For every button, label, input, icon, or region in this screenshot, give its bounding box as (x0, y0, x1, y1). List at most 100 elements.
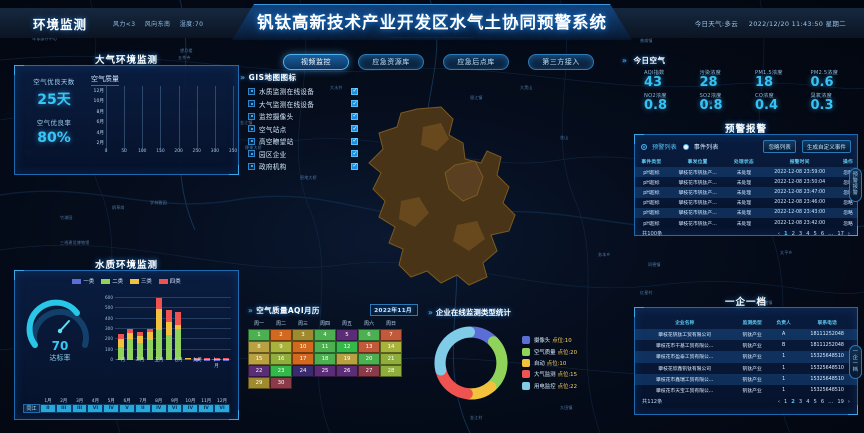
calendar-day-cell[interactable]: 8 (248, 341, 270, 353)
page-number[interactable]: 6 (820, 230, 825, 237)
next-page-button[interactable]: › (847, 230, 850, 237)
calendar-day-cell[interactable]: 14 (380, 341, 402, 353)
month-selector[interactable]: 2022年11月 (370, 304, 418, 316)
gis-layer-item-4[interactable]: 高空瞭望站 (248, 136, 358, 146)
layer-checkbox[interactable] (351, 112, 358, 120)
calendar-day-cell[interactable]: 26 (336, 365, 358, 377)
side-tab-1[interactable]: 一企一档 (849, 345, 862, 379)
calendar-day-cell[interactable]: 9 (270, 341, 292, 353)
alert-ignore-action[interactable]: 忽略 (843, 201, 853, 207)
alert-table-row[interactable]: pH超标 攀枝花市钒钛产... 未处理 2022-12-08 23:50:04 忽略 (635, 177, 857, 187)
gis-layer-item-1[interactable]: 大气监测在线设备 (248, 99, 358, 109)
grade-cell[interactable]: V (119, 404, 135, 413)
page-number[interactable]: … (828, 230, 834, 237)
page-number[interactable]: 4 (806, 230, 810, 237)
page-number[interactable]: 6 (820, 398, 825, 405)
company-table-row[interactable]: 攀枝花市盈泰工贸有限公... 钒钛产业 1 15325648510 (635, 351, 857, 363)
nav-button-0[interactable]: 视频监控 (283, 54, 349, 70)
page-number[interactable]: 5 (813, 398, 817, 405)
next-page-button[interactable]: › (847, 398, 850, 405)
grade-cell[interactable]: IV (150, 404, 167, 413)
calendar-day-cell[interactable]: 21 (380, 353, 402, 365)
donut-legend-item-2[interactable]: 自动 点位:10 (522, 359, 577, 367)
donut-legend-item-1[interactable]: 空气质量 点位:20 (522, 347, 577, 356)
alert-ignore-action[interactable]: 忽略 (839, 177, 857, 187)
gis-layer-item-5[interactable]: 园区企业 (248, 149, 358, 159)
water-legend-item-1[interactable]: 二类 (101, 277, 123, 285)
water-legend-item-3[interactable]: 四类 (158, 277, 181, 285)
calendar-day-cell[interactable]: 30 (270, 377, 292, 389)
donut-segment-3[interactable] (435, 365, 473, 400)
company-table-row[interactable]: 攀枝花钒钛工贸有限公司 钒钛产业 A 18111252048 (635, 329, 857, 341)
page-number[interactable]: 19 (837, 398, 844, 405)
calendar-day-cell[interactable]: 18 (314, 353, 336, 365)
ignore-list-button[interactable]: 忽略列表 (763, 140, 796, 153)
water-legend-item-2[interactable]: 三类 (130, 277, 152, 285)
calendar-day-cell[interactable]: 4 (314, 329, 336, 341)
calendar-day-cell[interactable]: 1 (248, 329, 270, 341)
donut-legend-item-3[interactable]: 大气监测 点位:15 (522, 370, 577, 379)
calendar-day-cell[interactable]: 25 (314, 365, 336, 377)
layer-checkbox[interactable] (351, 87, 358, 95)
page-number[interactable]: 2 (791, 398, 795, 405)
page-number[interactable]: 17 (837, 230, 844, 237)
company-table-row[interactable]: 攀枝花欣鑫钒钛有限公司 钒钛产业 1 15325648510 (635, 363, 857, 374)
grade-cell[interactable]: IV (103, 404, 120, 413)
radio-warning-list[interactable]: 预警列表 (641, 142, 677, 151)
page-number[interactable]: 1 (783, 230, 788, 237)
donut-segment-4[interactable] (434, 326, 475, 376)
company-table-row[interactable]: 攀枝花市鑫瑞工贸有限公... 钒钛产业 1 15325648510 (635, 373, 857, 385)
layer-checkbox[interactable] (351, 125, 358, 132)
layer-checkbox[interactable] (351, 150, 358, 157)
grade-cell[interactable]: VI (166, 404, 183, 413)
calendar-day-cell[interactable]: 19 (336, 353, 358, 365)
company-table-row[interactable]: 攀枝花市天宝工贸有限公... 钒钛产业 1 15325648510 (635, 385, 857, 396)
calendar-day-cell[interactable]: 23 (270, 365, 292, 377)
calendar-day-cell[interactable]: 16 (270, 353, 292, 365)
page-number[interactable]: 1 (783, 398, 788, 405)
grade-cell[interactable]: II (134, 404, 151, 413)
calendar-day-cell[interactable]: 6 (358, 329, 380, 341)
page-number[interactable]: 5 (813, 230, 817, 237)
radio-event-list[interactable]: 事件列表 (682, 142, 718, 151)
calendar-day-cell[interactable]: 20 (358, 353, 380, 365)
donut-legend-item-0[interactable]: 摄像头 点位:10 (522, 336, 577, 345)
side-tab-0[interactable]: 预警报警 (849, 168, 862, 202)
page-number[interactable]: … (828, 398, 834, 405)
layer-checkbox[interactable] (351, 137, 358, 145)
gis-layer-item-6[interactable]: 政府机构 (248, 161, 358, 171)
grade-cell[interactable]: IV (198, 404, 215, 413)
grade-cell[interactable]: IV (182, 404, 199, 413)
layer-checkbox[interactable] (351, 100, 358, 107)
company-table-row[interactable]: 攀枝花市干基工贸有限公... 钒钛产业 B 18111252048 (635, 340, 857, 351)
nav-button-1[interactable]: 应急资源库 (358, 54, 424, 70)
calendar-day-cell[interactable]: 11 (314, 341, 336, 353)
grade-cell[interactable]: II (40, 404, 56, 413)
alert-ignore-action[interactable]: 忽略 (839, 167, 857, 178)
gis-layer-item-0[interactable]: 水质监测在线设备 (248, 86, 358, 96)
alert-ignore-action[interactable]: 忽略 (843, 221, 853, 227)
calendar-day-cell[interactable]: 7 (380, 329, 402, 341)
gis-layer-item-2[interactable]: 监控摄像头 (248, 111, 358, 121)
page-number[interactable]: 3 (798, 230, 803, 237)
calendar-day-cell[interactable]: 22 (248, 365, 270, 377)
donut-segment-1[interactable] (486, 336, 508, 392)
calendar-day-cell[interactable]: 29 (248, 377, 270, 389)
calendar-day-cell[interactable]: 24 (292, 365, 314, 377)
grade-cell[interactable]: VI (87, 404, 104, 413)
water-legend-item-0[interactable]: 一类 (72, 277, 94, 285)
calendar-day-cell[interactable]: 10 (292, 341, 314, 353)
page-number[interactable]: 4 (806, 398, 810, 405)
district-region[interactable] (345, 105, 545, 310)
create-custom-event-button[interactable]: 生成自定义事件 (801, 140, 851, 153)
company-page-numbers[interactable]: ‹ 1 2 3 4 5 6… 19 › (778, 399, 850, 405)
calendar-day-cell[interactable]: 15 (248, 353, 270, 365)
alert-ignore-action[interactable]: 忽略 (839, 187, 857, 198)
gis-layer-item-3[interactable]: 空气站点 (248, 124, 358, 134)
calendar-day-cell[interactable]: 28 (380, 365, 402, 377)
donut-legend-item-4[interactable]: 用电监控 点位:22 (522, 381, 577, 390)
calendar-day-cell[interactable]: 13 (358, 341, 380, 353)
prev-page-button[interactable]: ‹ (777, 230, 780, 237)
